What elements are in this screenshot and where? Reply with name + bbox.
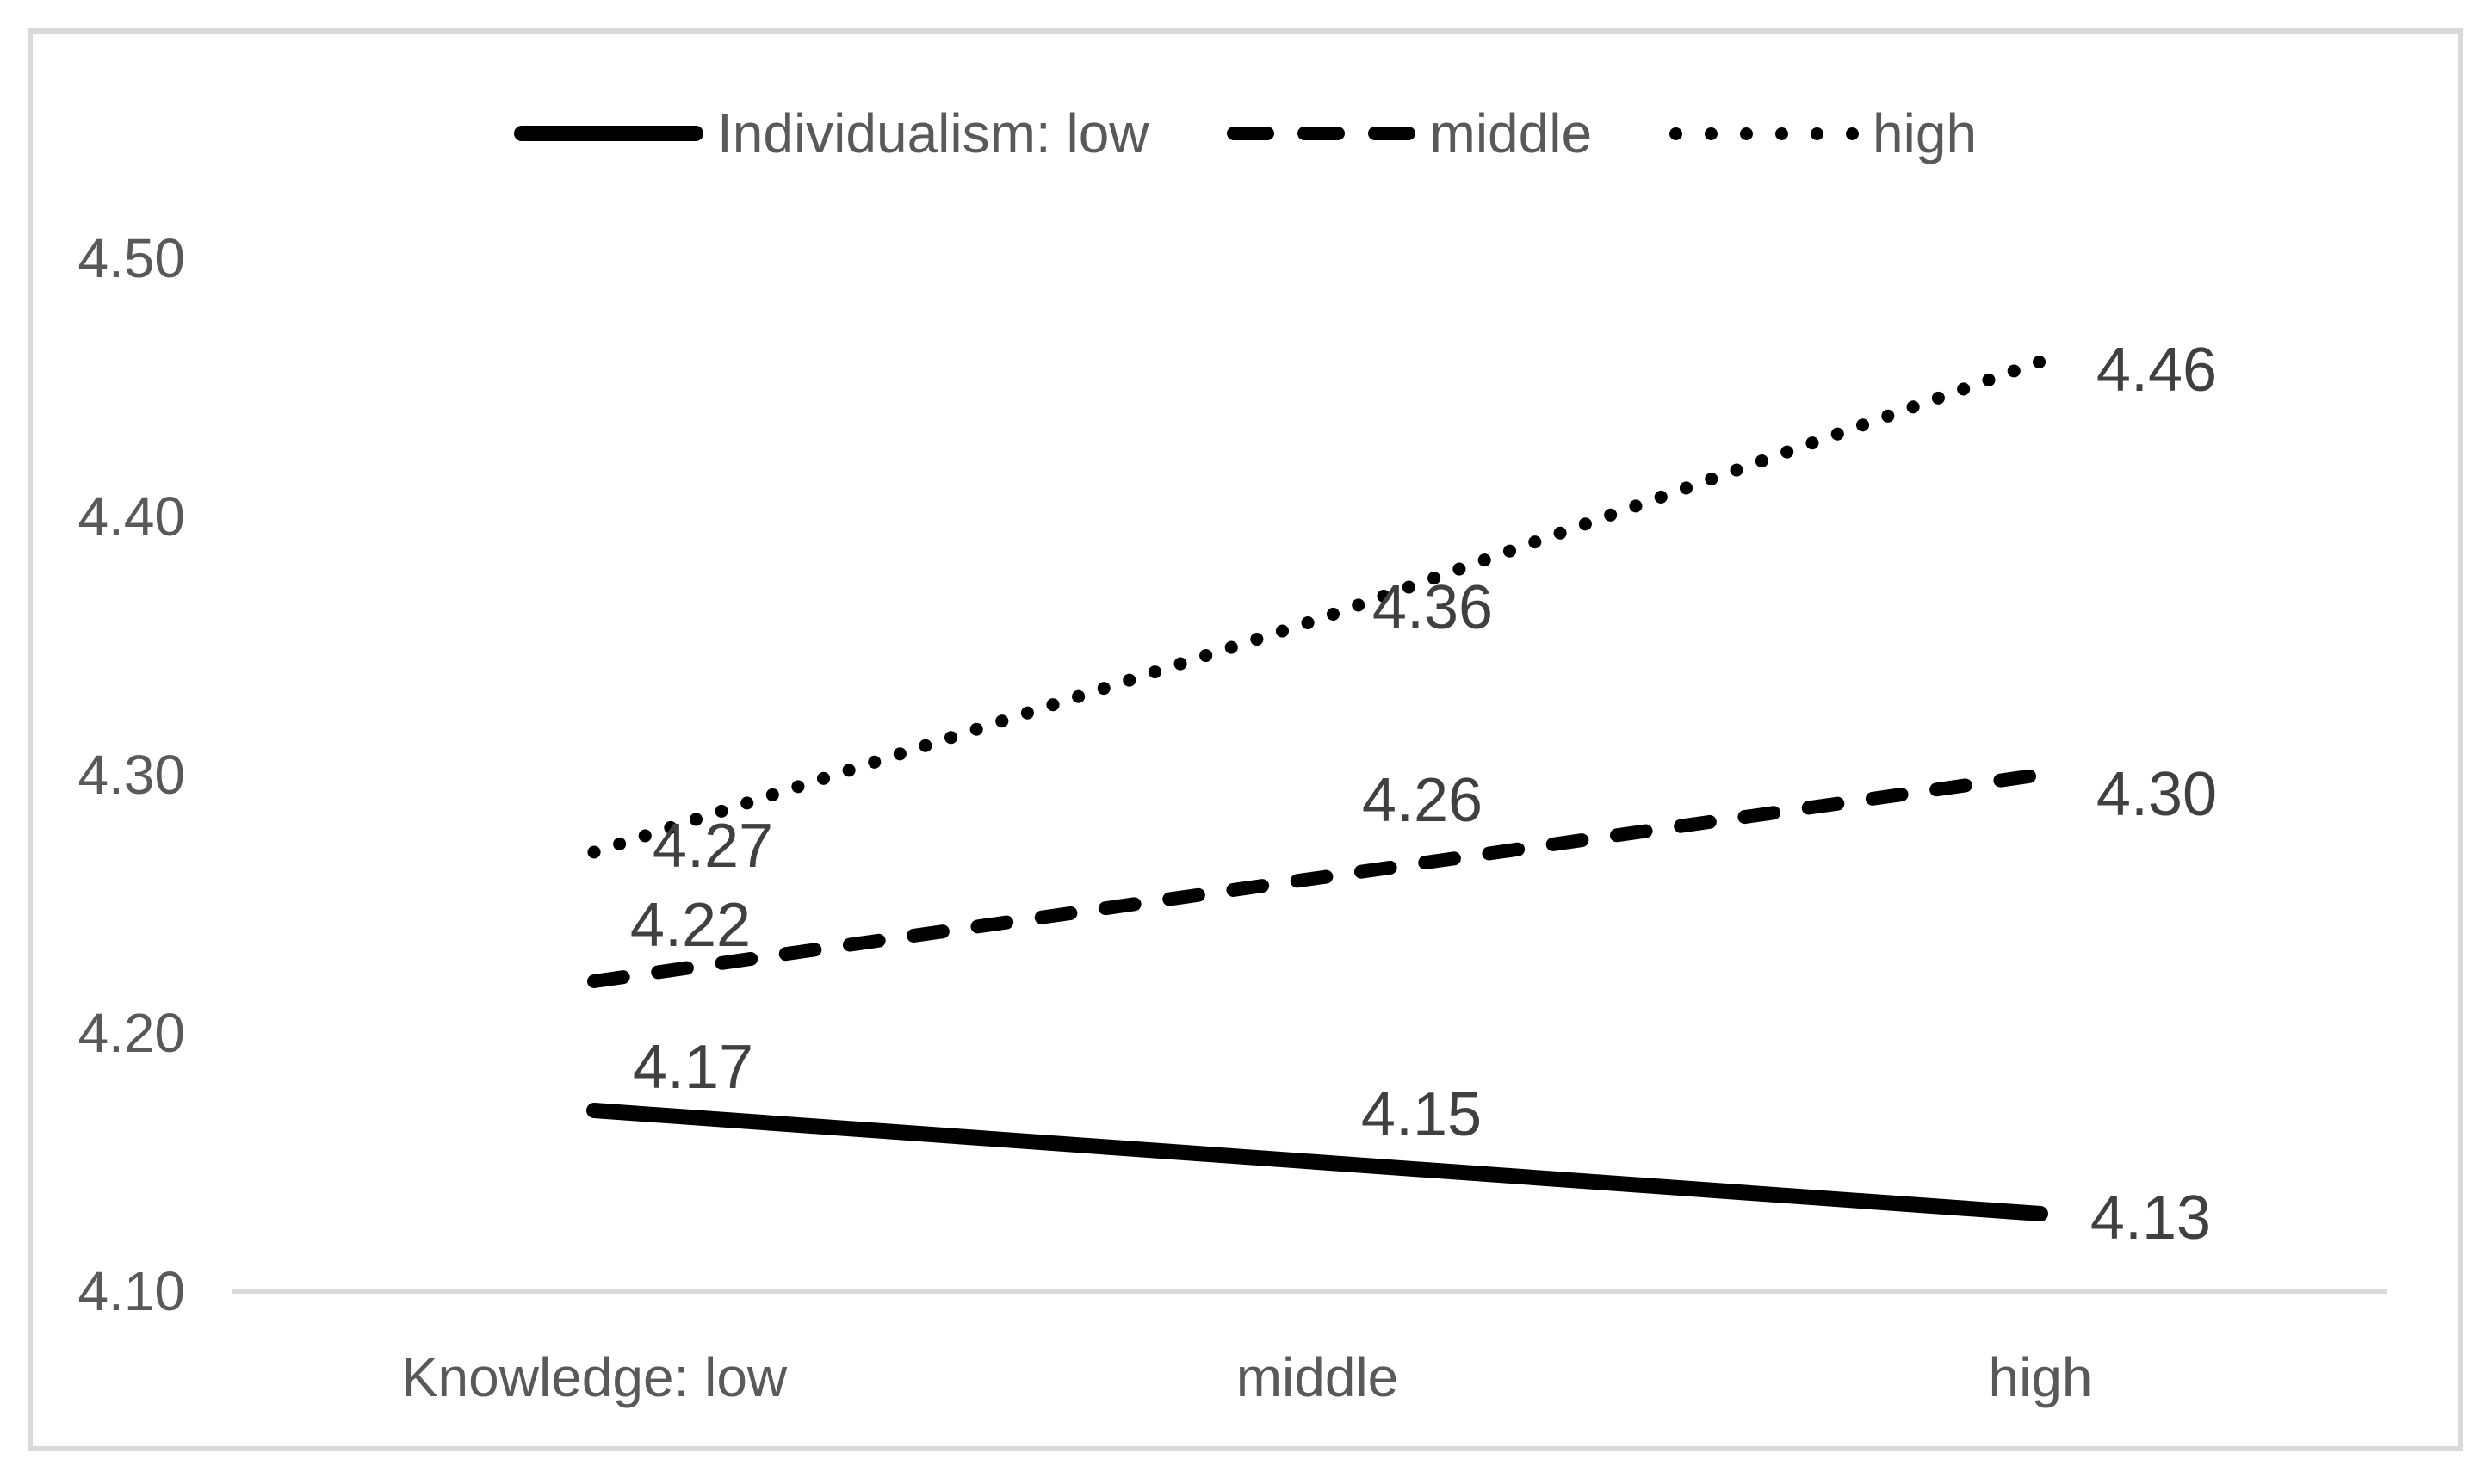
data-label: 4.15 — [1360, 1080, 1483, 1149]
series-line-dashed — [587, 768, 2047, 988]
legend-label-high: high — [1873, 102, 1978, 164]
legend-item-individualism-low: Individualism: low — [513, 102, 1149, 164]
y-axis-tick-label: 4.30 — [77, 744, 185, 806]
solid-line-swatch-icon — [513, 126, 703, 141]
x-axis-category-label: middle — [1235, 1346, 1399, 1408]
legend: Individualism: low middle high — [28, 95, 2463, 172]
data-label: 4.30 — [2096, 760, 2218, 829]
y-axis-tick-label: 4.10 — [77, 1260, 185, 1322]
legend-label-middle: middle — [1429, 102, 1593, 164]
y-axis-tick-label: 4.40 — [77, 485, 185, 547]
data-label: 4.17 — [632, 1033, 754, 1102]
data-label: 4.46 — [2096, 336, 2218, 405]
y-axis-tick-label: 4.50 — [77, 227, 185, 289]
chart-frame — [28, 28, 2463, 1451]
data-label: 4.13 — [2090, 1184, 2212, 1252]
legend-label-low: Individualism: low — [716, 102, 1149, 164]
series-line-dotted — [587, 355, 2047, 859]
legend-item-middle: middle — [1226, 102, 1593, 164]
data-label: 4.36 — [1371, 573, 1494, 642]
legend-item-high: high — [1669, 106, 1977, 161]
dashed-line-swatch-icon — [1226, 127, 1416, 140]
data-label: 4.26 — [1361, 766, 1483, 835]
x-axis-line — [232, 1289, 2387, 1294]
y-axis-tick-label: 4.20 — [77, 1002, 185, 1064]
data-label: 4.22 — [629, 891, 752, 960]
dotted-line-swatch-icon — [1669, 127, 1860, 140]
x-axis-category-label: high — [1988, 1346, 2093, 1408]
data-label: 4.27 — [652, 812, 774, 881]
series-line-solid — [586, 1103, 2048, 1221]
x-axis-category-label: Knowledge: low — [400, 1346, 788, 1408]
